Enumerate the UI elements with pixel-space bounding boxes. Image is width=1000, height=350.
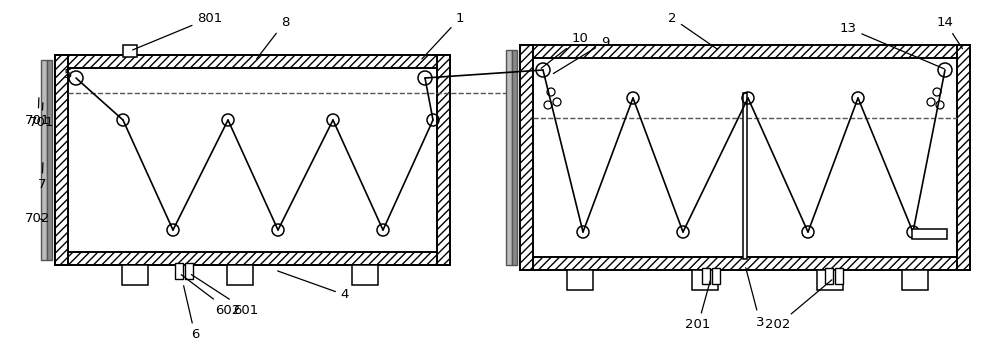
Bar xyxy=(902,270,928,290)
Bar xyxy=(520,257,970,270)
Text: 701: 701 xyxy=(29,103,55,128)
Bar xyxy=(437,55,450,265)
Text: 701: 701 xyxy=(25,98,51,126)
Bar xyxy=(957,45,970,270)
Bar xyxy=(47,60,52,260)
Bar xyxy=(712,268,720,284)
Bar xyxy=(520,45,970,58)
Bar xyxy=(533,58,957,257)
Text: 8: 8 xyxy=(257,15,289,59)
Bar xyxy=(227,265,253,285)
Text: 14: 14 xyxy=(937,15,962,49)
Text: 13: 13 xyxy=(840,21,944,69)
Text: 201: 201 xyxy=(685,281,711,331)
Text: 6: 6 xyxy=(184,286,199,342)
Bar xyxy=(825,268,833,284)
Text: 3: 3 xyxy=(746,268,764,329)
Text: 5: 5 xyxy=(64,69,72,82)
Bar xyxy=(175,263,183,279)
Bar xyxy=(743,93,747,259)
Text: 702: 702 xyxy=(25,211,51,224)
Bar xyxy=(506,50,512,265)
Text: 10: 10 xyxy=(541,32,588,68)
Bar xyxy=(520,45,533,270)
Bar xyxy=(817,270,843,290)
Bar xyxy=(122,265,148,285)
Bar xyxy=(567,270,593,290)
Bar xyxy=(41,60,47,260)
Bar xyxy=(692,270,718,290)
Bar xyxy=(55,55,450,68)
Text: 202: 202 xyxy=(765,280,832,331)
Text: 1: 1 xyxy=(422,12,464,59)
Text: 7: 7 xyxy=(38,163,46,191)
Text: 801: 801 xyxy=(133,12,223,50)
Text: 602: 602 xyxy=(181,275,241,316)
Bar xyxy=(512,50,517,265)
Text: 601: 601 xyxy=(191,274,259,316)
Bar xyxy=(185,263,193,279)
Bar xyxy=(352,265,378,285)
Text: 4: 4 xyxy=(278,271,349,301)
Bar xyxy=(55,252,450,265)
Bar xyxy=(55,55,68,265)
Text: 9: 9 xyxy=(553,35,609,74)
Bar xyxy=(123,45,137,57)
Bar xyxy=(912,229,947,239)
Bar xyxy=(702,268,710,284)
Bar xyxy=(835,268,843,284)
Text: 2: 2 xyxy=(668,12,718,49)
Bar xyxy=(68,68,437,252)
